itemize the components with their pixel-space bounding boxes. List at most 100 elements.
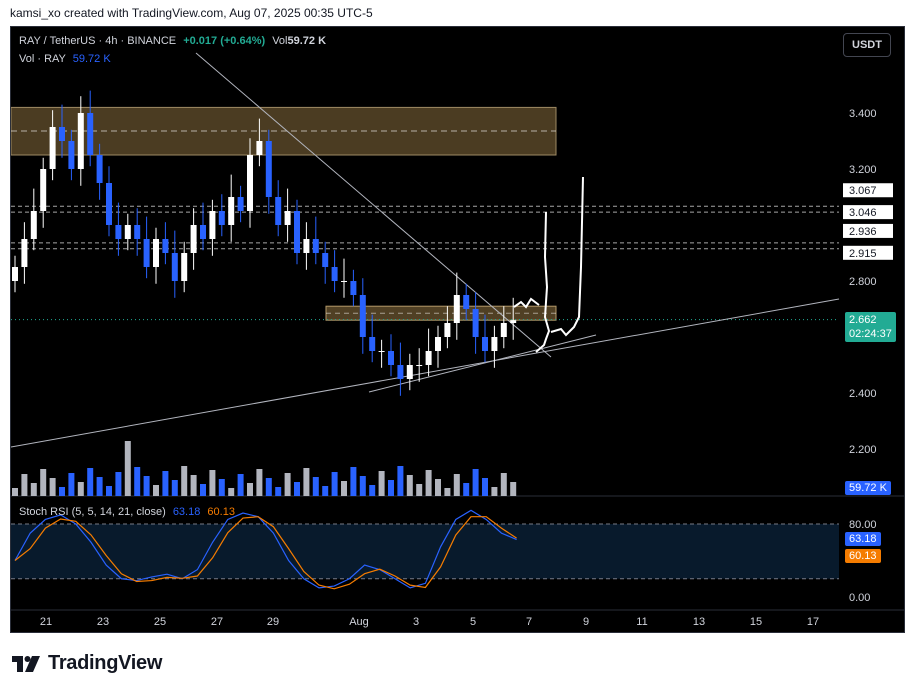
candle-body-19 xyxy=(190,225,197,253)
volume-bar-5 xyxy=(59,487,65,496)
volume-bar-1 xyxy=(21,474,28,496)
volume-tag: 59.72 K xyxy=(845,481,891,495)
time-axis-label-1: 23 xyxy=(97,616,109,628)
stoch-rsi-label: Stoch RSI (5, 5, 14, 21, close) xyxy=(19,506,166,518)
vol-value: 59.72 K xyxy=(287,35,327,47)
candle-body-42 xyxy=(406,365,413,379)
volume-bar-49 xyxy=(472,469,479,496)
current-price-value: 2.662 xyxy=(849,314,877,326)
candle-body-32 xyxy=(312,239,319,253)
volume-bar-53 xyxy=(510,482,517,496)
candle-body-52 xyxy=(500,323,507,337)
volume-bar-12 xyxy=(124,441,131,496)
volume-bar-11 xyxy=(115,472,122,496)
candle-body-43 xyxy=(416,365,423,366)
volume-bar-35 xyxy=(341,481,347,496)
stoch-rsi-d-value: 60.13 xyxy=(207,506,235,518)
rsi-k-tag: 63.18 xyxy=(845,532,881,546)
volume-bar-4 xyxy=(49,478,56,496)
time-axis-label-3: 27 xyxy=(211,616,223,628)
volume-bar-36 xyxy=(350,467,357,496)
candle-body-25 xyxy=(247,155,253,211)
stoch-rsi-k-line xyxy=(14,509,517,589)
price-axis-tick-0: 3.400 xyxy=(849,108,877,120)
ascending-support-line xyxy=(11,298,840,448)
volume-bar-13 xyxy=(134,467,141,496)
candle-body-0 xyxy=(12,267,18,281)
projection-path-2 xyxy=(550,176,584,337)
volume-bar-47 xyxy=(453,474,460,496)
volume-bar-15 xyxy=(153,485,159,496)
short-support-line xyxy=(368,334,597,393)
candle-body-17 xyxy=(171,253,178,281)
rsi-axis-tick-80: 80.00 xyxy=(849,519,877,531)
volume-bar-38 xyxy=(369,485,376,496)
candle-body-2 xyxy=(30,211,37,239)
time-axis-label-8: 7 xyxy=(526,616,532,628)
stoch-rsi-header: Stoch RSI (5, 5, 14, 21, close) 63.18 60… xyxy=(19,506,235,518)
projection-path-1 xyxy=(535,211,551,353)
candle-body-40 xyxy=(388,351,394,365)
volume-indicator-value: 59.72 K xyxy=(72,53,111,65)
time-axis-label-2: 25 xyxy=(154,616,166,628)
candle-body-51 xyxy=(491,337,498,351)
rsi-axis-tick-0: 0.00 xyxy=(849,592,870,604)
level-label-0: 3.067 xyxy=(849,185,877,197)
chart-credit: kamsi_xo created with TradingView.com, A… xyxy=(10,6,373,20)
volume-bar-43 xyxy=(416,484,423,496)
candle-body-24 xyxy=(237,197,244,211)
tradingview-logo[interactable]: TradingView xyxy=(12,652,162,675)
candle-body-5 xyxy=(59,127,65,141)
candle-body-28 xyxy=(275,197,282,225)
volume-bar-29 xyxy=(284,473,291,496)
level-label-2: 2.936 xyxy=(849,226,877,238)
volume-bar-9 xyxy=(96,477,103,496)
volume-indicator-label: Vol · RAY xyxy=(19,53,66,65)
change-value: +0.017 (+0.64%) xyxy=(183,35,266,47)
volume-bar-2 xyxy=(30,483,37,496)
price-axis-tick-1: 3.200 xyxy=(849,164,877,176)
volume-bar-52 xyxy=(500,473,507,496)
price-axis-tick-3: 2.400 xyxy=(849,388,877,400)
rsi-d-tag: 60.13 xyxy=(845,549,881,563)
tradingview-brand-text: TradingView xyxy=(48,652,163,674)
candle-body-13 xyxy=(134,225,141,239)
volume-indicator-header: Vol · RAY 59.72 K xyxy=(19,53,111,65)
time-axis-label-10: 11 xyxy=(636,616,647,628)
volume-bar-32 xyxy=(312,477,319,496)
price-chart-canvas[interactable]: 3.400 3.200 2.800 2.400 2.200 3.067 3.046 2.936… xyxy=(11,27,905,633)
candle-body-4 xyxy=(49,127,56,169)
price-axis-tick-2: 2.800 xyxy=(849,276,877,288)
candle-body-21 xyxy=(209,211,216,239)
candle-body-53 xyxy=(510,320,517,323)
candle-body-45 xyxy=(435,337,441,351)
volume-bar-39 xyxy=(378,471,385,496)
volume-bar-17 xyxy=(171,480,178,496)
time-axis-label-9: 9 xyxy=(583,616,589,628)
price-axis-tick-4: 2.200 xyxy=(849,444,877,456)
volume-bar-28 xyxy=(275,487,282,496)
candle-body-6 xyxy=(68,141,75,169)
candle-body-50 xyxy=(482,337,488,351)
candle-body-36 xyxy=(350,281,357,295)
candle-body-48 xyxy=(463,295,470,309)
volume-bar-48 xyxy=(463,483,470,496)
volume-bar-42 xyxy=(406,475,413,496)
candle-body-31 xyxy=(303,239,310,253)
candle-body-9 xyxy=(96,155,103,183)
candle-body-15 xyxy=(153,239,159,267)
volume-bar-20 xyxy=(200,484,206,496)
volume-bar-22 xyxy=(218,479,225,496)
level-label-bg-2 xyxy=(843,223,893,238)
candle-body-8 xyxy=(87,113,94,155)
candle-body-35 xyxy=(341,281,347,282)
descending-trendline xyxy=(195,52,552,358)
volume-bar-44 xyxy=(425,470,432,496)
time-axis-label-6: 3 xyxy=(413,616,419,628)
volume-bar-6 xyxy=(68,473,75,496)
vol-label: Vol xyxy=(272,35,288,47)
stoch-rsi-d-line xyxy=(14,516,517,590)
candle-body-47 xyxy=(453,295,460,323)
currency-button[interactable]: USDT xyxy=(843,33,891,57)
chart-frame[interactable]: 3.400 3.200 2.800 2.400 2.200 3.067 3.046 2.936… xyxy=(10,26,905,633)
